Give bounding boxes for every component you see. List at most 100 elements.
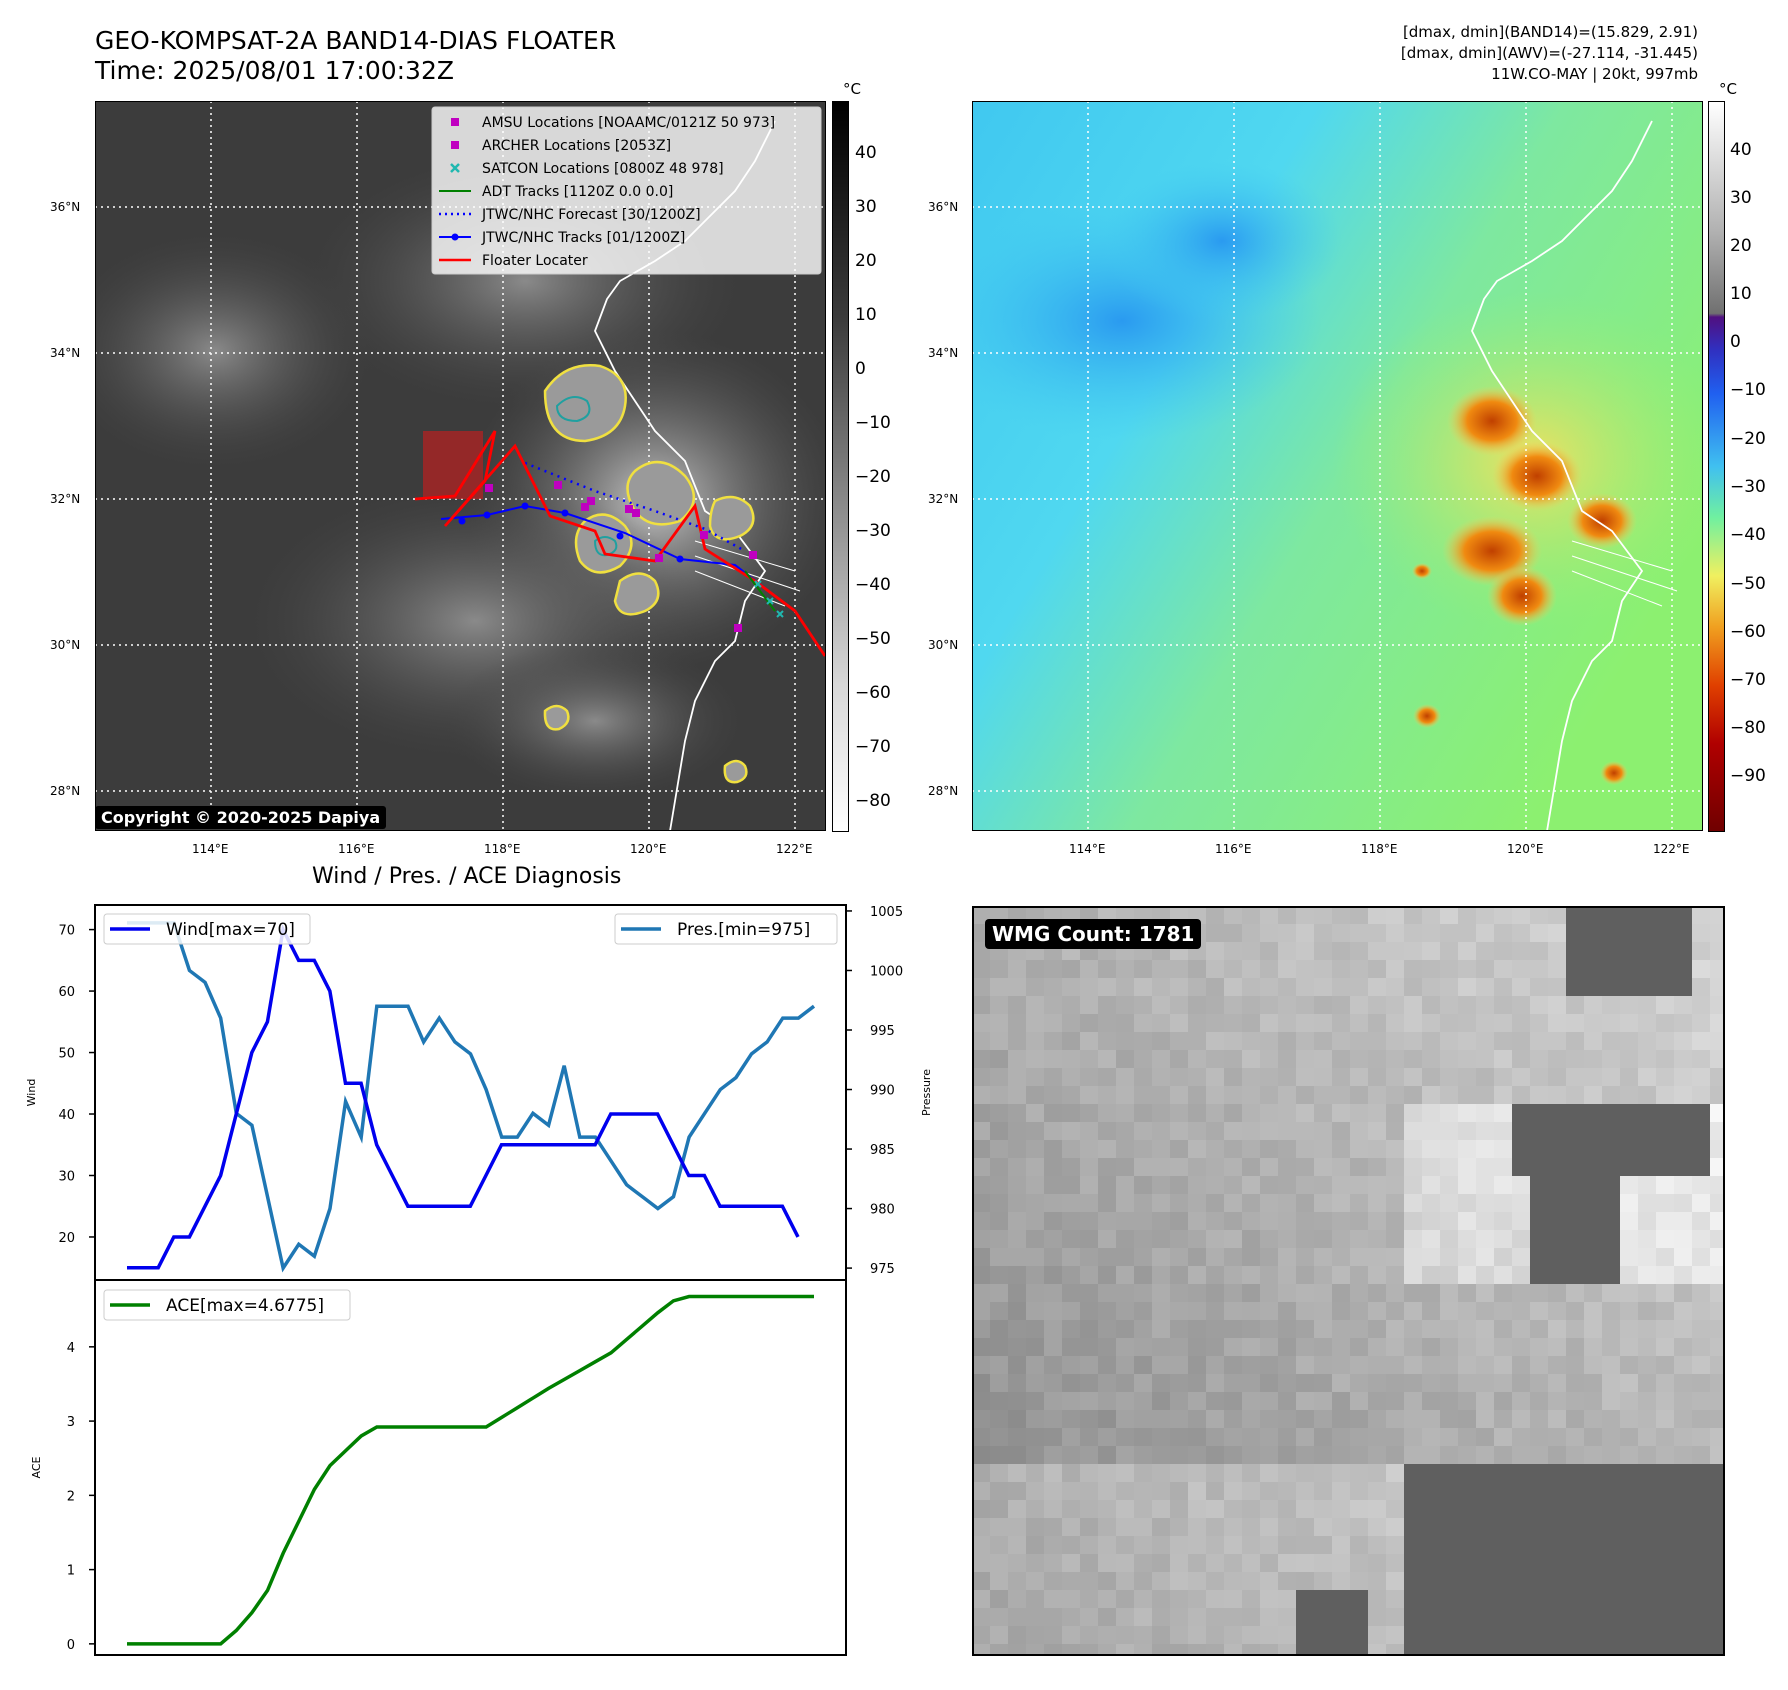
cb2-tick: −70 xyxy=(1730,670,1766,690)
lon-label-118-map2: 118°E xyxy=(1361,842,1398,856)
cb2-tick: −90 xyxy=(1730,766,1766,786)
pressure-tick-label: 990 xyxy=(870,1084,895,1099)
wind-tick-label: 30 xyxy=(58,1169,75,1184)
pressure-tick-label: 1000 xyxy=(870,964,903,979)
ace-axis-label: ACE xyxy=(30,1456,43,1478)
color-map xyxy=(972,101,1703,831)
wmg-pixels xyxy=(972,906,1725,1656)
lat-label-34: 34°N xyxy=(50,346,81,360)
wind-tick-label: 40 xyxy=(58,1108,75,1123)
legend-forecast: JTWC/NHC Forecast [30/1200Z] xyxy=(481,207,701,223)
lat-label-36-map2: 36°N xyxy=(928,200,959,214)
wmg-count-badge: WMG Count: 1781 xyxy=(985,919,1202,949)
info-storm: 11W.CO-MAY | 20kt, 997mb xyxy=(1491,65,1698,83)
legend-tracks: JTWC/NHC Tracks [01/1200Z] xyxy=(481,230,685,246)
pressure-tick-label: 980 xyxy=(870,1203,895,1218)
cb1-tick: −50 xyxy=(855,629,891,649)
cb1-tick: 20 xyxy=(855,251,877,271)
lon-label-116: 116°E xyxy=(338,842,375,856)
cb1-tick: −80 xyxy=(855,791,891,811)
pressure-tick-label: 985 xyxy=(870,1143,895,1158)
cb1-tick: −60 xyxy=(855,683,891,703)
lat-label-32-map2: 32°N xyxy=(928,492,959,506)
colorbar1 xyxy=(832,101,849,832)
legend-floater: Floater Locater xyxy=(482,253,588,269)
lat-label-28: 28°N xyxy=(50,784,81,798)
figure-time: Time: 2025/08/01 17:00:32Z xyxy=(95,56,454,85)
copyright-badge: Copyright © 2020-2025 Dapiya xyxy=(95,806,387,829)
lat-label-30: 30°N xyxy=(50,638,81,652)
cb1-tick: 10 xyxy=(855,305,877,325)
lat-label-34-map2: 34°N xyxy=(928,346,959,360)
pressure-tick-label: 975 xyxy=(870,1262,895,1277)
wind-tick-label: 60 xyxy=(58,985,75,1000)
colorbar2 xyxy=(1708,101,1725,832)
pressure-line xyxy=(127,921,816,1273)
cb1-tick: −10 xyxy=(855,413,891,433)
pressure-legend-box xyxy=(614,913,838,945)
ace-tick-label: 3 xyxy=(67,1415,75,1430)
wind-tick-label: 20 xyxy=(58,1231,75,1246)
legend-satcon: SATCON Locations [0800Z 48 978] xyxy=(482,161,724,177)
figure-title: GEO-KOMPSAT-2A BAND14-DIAS FLOATER xyxy=(95,26,617,55)
cb2-tick: 40 xyxy=(1730,140,1752,160)
legend-archer-marker xyxy=(451,141,459,149)
wmg-image xyxy=(972,906,1725,1656)
cb2-tick: −10 xyxy=(1730,380,1766,400)
ace-axes xyxy=(94,1279,847,1656)
map-legend: AMSU Locations [NOAAMC/0121Z 50 973] ARC… xyxy=(439,115,775,269)
colorbar2-unit: °C xyxy=(1719,80,1737,98)
lon-label-120-map2: 120°E xyxy=(1507,842,1544,856)
ir-map: AMSU Locations [NOAAMC/0121Z 50 973] ARC… xyxy=(95,101,826,831)
info-band14: [dmax, dmin](BAND14)=(15.829, 2.91) xyxy=(1402,23,1698,41)
pressure-tick-label: 1005 xyxy=(870,905,903,920)
lon-label-114: 114°E xyxy=(192,842,229,856)
cb1-tick: −70 xyxy=(855,737,891,757)
lon-label-114-map2: 114°E xyxy=(1069,842,1106,856)
legend-amsu-marker xyxy=(451,118,459,126)
ace-tick-label: 4 xyxy=(67,1341,75,1356)
ace-tick-label: 1 xyxy=(67,1564,75,1579)
ace-line xyxy=(127,1294,814,1646)
legend-satcon-marker xyxy=(450,163,460,173)
legend-amsu: AMSU Locations [NOAAMC/0121Z 50 973] xyxy=(482,115,775,131)
legend-adt: ADT Tracks [1120Z 0.0 0.0] xyxy=(482,184,673,200)
cb1-tick: 0 xyxy=(855,359,866,379)
lat-label-32: 32°N xyxy=(50,492,81,506)
ace-tick-label: 0 xyxy=(67,1638,75,1653)
colorbar1-unit: °C xyxy=(843,80,861,98)
info-awv: [dmax, dmin](AWV)=(-27.114, -31.445) xyxy=(1400,44,1698,62)
cb2-tick: 20 xyxy=(1730,236,1752,256)
pressure-tick-label: 995 xyxy=(870,1024,895,1039)
cb1-tick: −30 xyxy=(855,521,891,541)
wind-pressure-axes xyxy=(94,904,847,1281)
ace-tick-label: 2 xyxy=(67,1489,75,1504)
cb2-tick: −20 xyxy=(1730,429,1766,449)
pressure-legend-label: Pres.[min=975] xyxy=(677,920,810,940)
lon-label-118: 118°E xyxy=(484,842,521,856)
wmg-frame xyxy=(972,906,1725,1656)
lon-label-120: 120°E xyxy=(630,842,667,856)
cb2-tick: 30 xyxy=(1730,188,1752,208)
wind-legend-box xyxy=(103,913,311,945)
lon-label-116-map2: 116°E xyxy=(1215,842,1252,856)
diagnosis-title: Wind / Pres. / ACE Diagnosis xyxy=(312,864,622,889)
cb2-tick: −30 xyxy=(1730,477,1766,497)
lat-label-28-map2: 28°N xyxy=(928,784,959,798)
cb2-tick: −60 xyxy=(1730,622,1766,642)
cb1-tick: −40 xyxy=(855,575,891,595)
legend-archer: ARCHER Locations [2053Z] xyxy=(482,138,671,154)
cb1-tick: 30 xyxy=(855,197,877,217)
cb1-tick: 40 xyxy=(855,143,877,163)
cb1-tick: −20 xyxy=(855,467,891,487)
wind-line xyxy=(127,924,800,1270)
cb2-tick: 10 xyxy=(1730,284,1752,304)
ace-legend-label: ACE[max=4.6775] xyxy=(166,1296,324,1316)
wind-legend-label: Wind[max=70] xyxy=(166,920,295,940)
lon-label-122-map2: 122°E xyxy=(1653,842,1690,856)
wind-axis-label: Wind xyxy=(25,1079,38,1107)
lon-label-122: 122°E xyxy=(776,842,813,856)
cb2-tick: 0 xyxy=(1730,332,1741,352)
cb2-tick: −50 xyxy=(1730,574,1766,594)
